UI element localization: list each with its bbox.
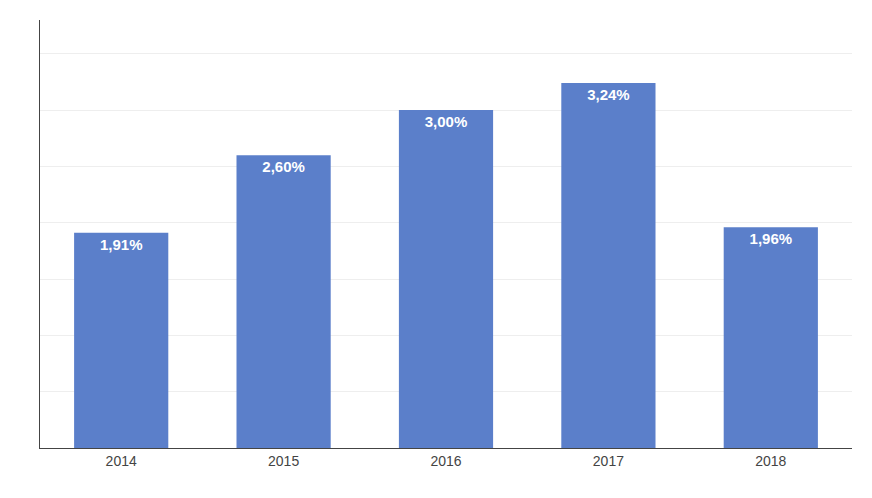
- svg-text:2016: 2016: [430, 453, 461, 469]
- svg-text:2014: 2014: [106, 453, 137, 469]
- svg-text:2017: 2017: [593, 453, 624, 469]
- svg-text:1,96%: 1,96%: [750, 230, 793, 247]
- svg-text:3,24%: 3,24%: [587, 86, 630, 103]
- svg-text:2018: 2018: [755, 453, 786, 469]
- svg-text:1,91%: 1,91%: [100, 236, 143, 253]
- svg-text:3,00%: 3,00%: [425, 113, 468, 130]
- svg-text:2015: 2015: [268, 453, 299, 469]
- svg-text:2,60%: 2,60%: [262, 158, 305, 175]
